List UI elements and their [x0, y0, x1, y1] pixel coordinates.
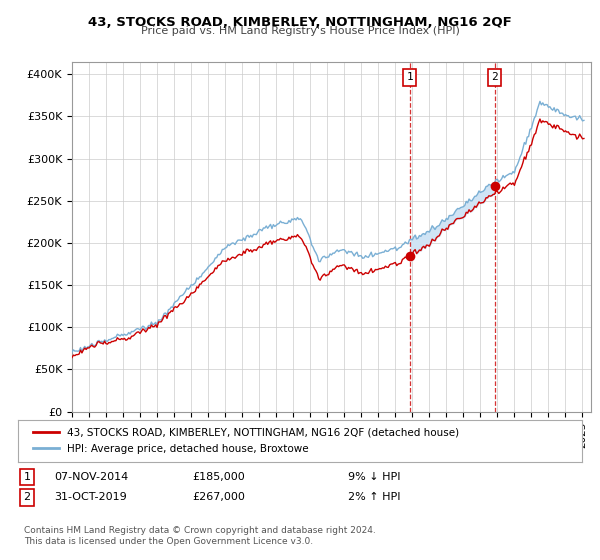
- Legend: 43, STOCKS ROAD, KIMBERLEY, NOTTINGHAM, NG16 2QF (detached house), HPI: Average : 43, STOCKS ROAD, KIMBERLEY, NOTTINGHAM, …: [29, 424, 464, 458]
- Text: 9% ↓ HPI: 9% ↓ HPI: [348, 472, 401, 482]
- Text: £185,000: £185,000: [192, 472, 245, 482]
- Text: Contains HM Land Registry data © Crown copyright and database right 2024.: Contains HM Land Registry data © Crown c…: [24, 526, 376, 535]
- Text: Price paid vs. HM Land Registry's House Price Index (HPI): Price paid vs. HM Land Registry's House …: [140, 26, 460, 36]
- Text: 07-NOV-2014: 07-NOV-2014: [54, 472, 128, 482]
- Text: 2% ↑ HPI: 2% ↑ HPI: [348, 492, 401, 502]
- Text: 2: 2: [491, 72, 498, 82]
- Text: 43, STOCKS ROAD, KIMBERLEY, NOTTINGHAM, NG16 2QF: 43, STOCKS ROAD, KIMBERLEY, NOTTINGHAM, …: [88, 16, 512, 29]
- Text: 31-OCT-2019: 31-OCT-2019: [54, 492, 127, 502]
- Text: 1: 1: [23, 472, 31, 482]
- Text: 1: 1: [406, 72, 413, 82]
- Text: £267,000: £267,000: [192, 492, 245, 502]
- Text: 2: 2: [23, 492, 31, 502]
- Text: This data is licensed under the Open Government Licence v3.0.: This data is licensed under the Open Gov…: [24, 537, 313, 546]
